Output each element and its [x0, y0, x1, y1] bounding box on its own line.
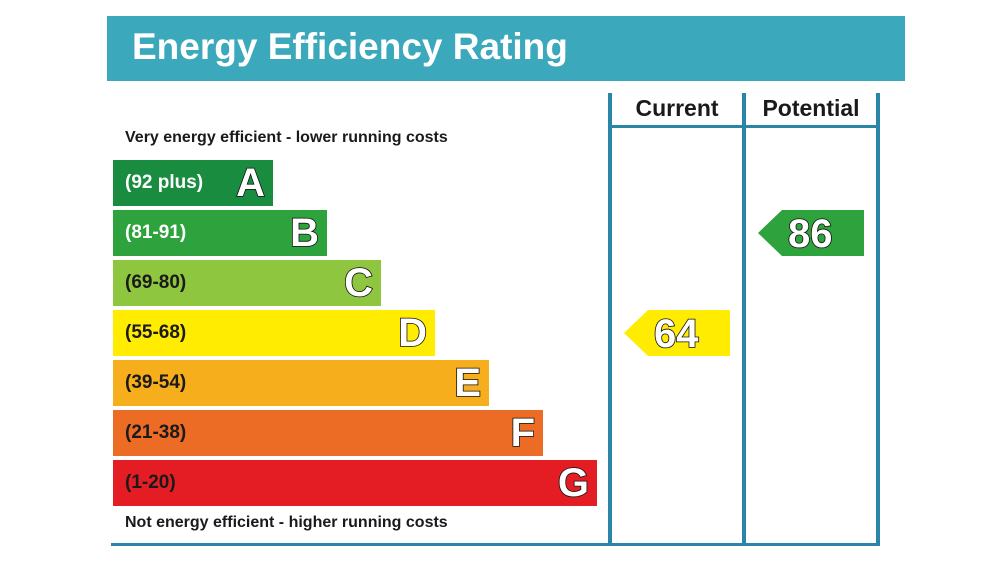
inefficient-note: Not energy efficient - higher running co…: [125, 514, 448, 531]
band-range-label: (92 plus): [125, 172, 204, 193]
potential-rating-arrow: 86: [758, 210, 864, 257]
current-arrow-shape: [624, 310, 730, 356]
potential-column-header: Potential: [762, 95, 860, 121]
band-e: (39-54) E: [113, 360, 489, 406]
band-g: (1-20) G: [113, 460, 597, 506]
title-bar: Energy Efficiency Rating: [107, 16, 905, 81]
band-d: (55-68) D: [113, 310, 435, 356]
band-letter-label: G: [557, 460, 590, 506]
band-letter-label: E: [454, 360, 482, 406]
band-letter-label: A: [235, 160, 265, 206]
band-b: (81-91) B: [113, 210, 327, 256]
potential-right-border: [876, 93, 880, 546]
column-divider: [742, 93, 746, 546]
band-c: (69-80) C: [113, 260, 381, 306]
band-range-label: (69-80): [125, 272, 187, 293]
current-rating-value: 64: [653, 311, 699, 357]
chart-title: Energy Efficiency Rating: [132, 26, 568, 67]
efficient-note: Very energy efficient - lower running co…: [125, 129, 448, 146]
header-underline: [608, 125, 880, 128]
current-column-header: Current: [635, 95, 719, 121]
band-range-label: (39-54): [125, 372, 187, 393]
band-range-label: (1-20): [125, 472, 176, 493]
band-letter-label: F: [510, 410, 536, 456]
band-letter-label: B: [289, 210, 319, 256]
band-f: (21-38) F: [113, 410, 543, 456]
bottom-border: [111, 543, 880, 546]
band-range-label: (21-38): [125, 422, 187, 443]
band-a: (92 plus) A: [113, 160, 273, 206]
band-range-label: (81-91): [125, 222, 187, 243]
band-letter-label: D: [397, 310, 427, 356]
current-left-border: [608, 93, 612, 546]
current-rating-arrow: 64: [624, 310, 730, 357]
potential-arrow-shape: [758, 210, 864, 256]
band-range-label: (55-68): [125, 322, 187, 343]
band-letter-label: C: [343, 260, 373, 306]
potential-rating-value: 86: [787, 211, 833, 257]
